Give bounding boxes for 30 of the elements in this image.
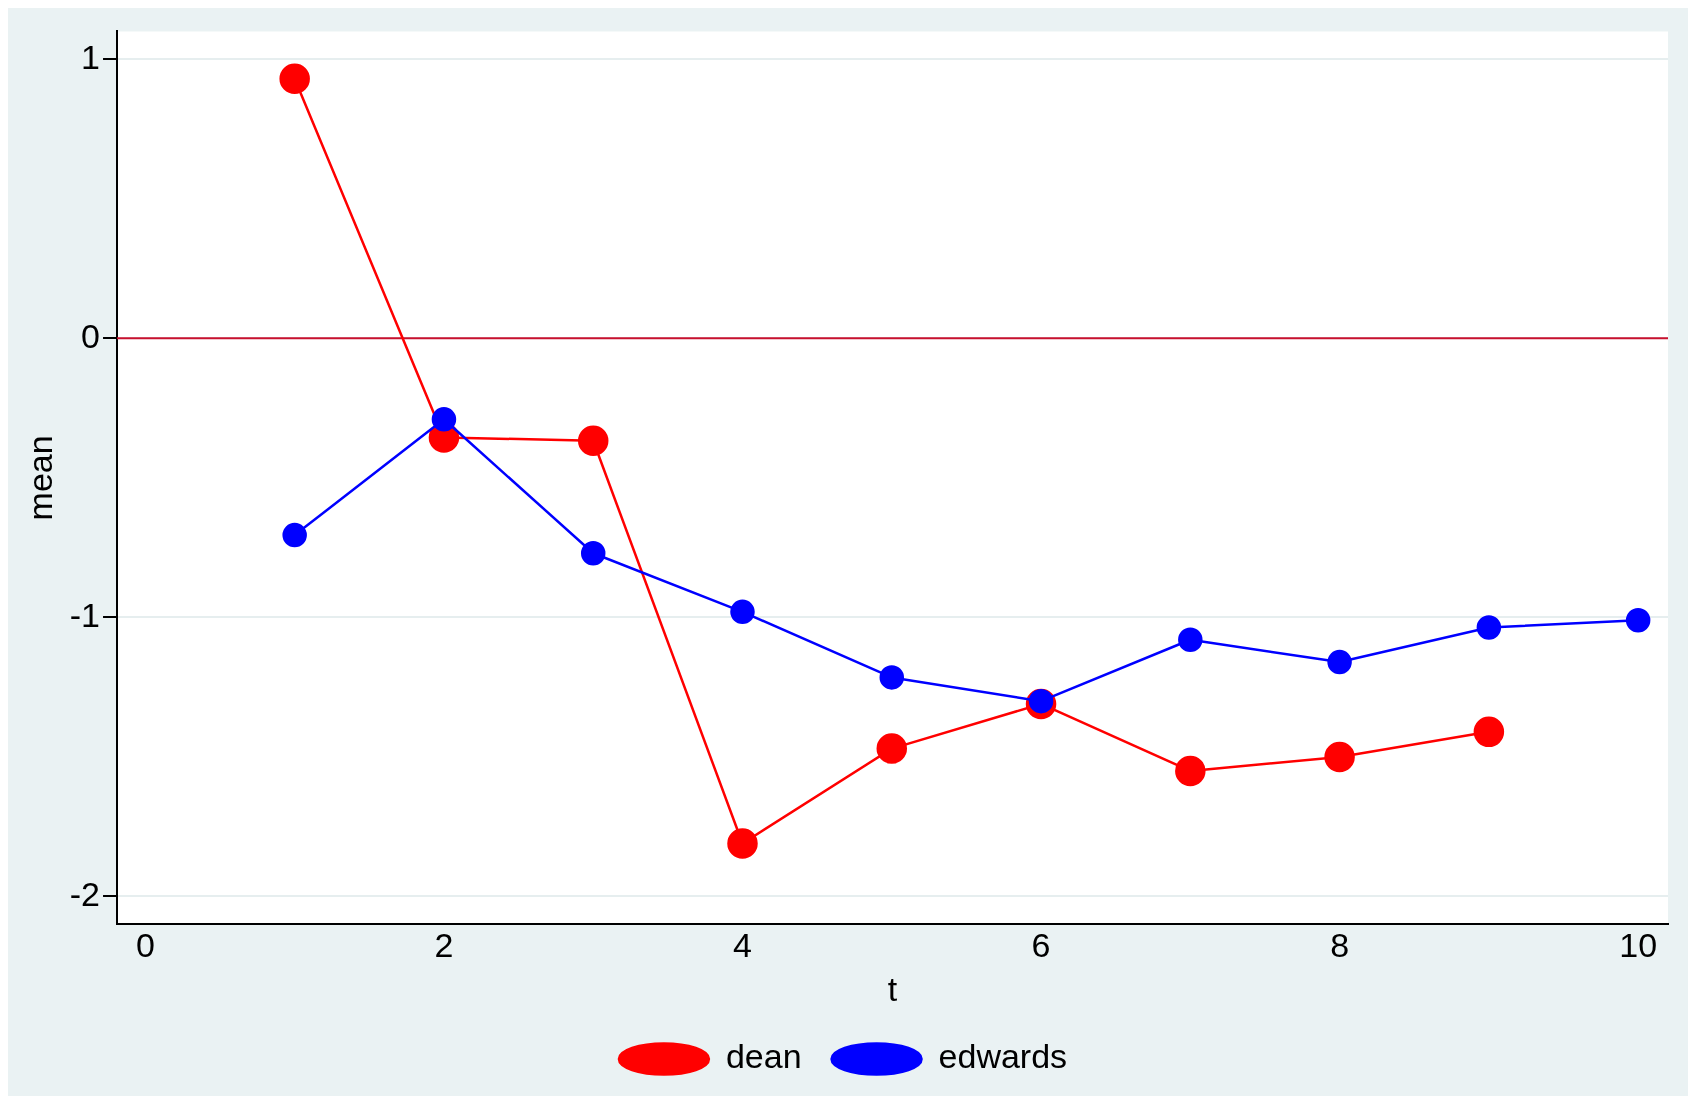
legend-label: edwards <box>938 1037 1068 1076</box>
point <box>279 63 310 95</box>
x-tick-label: 4 <box>733 926 752 965</box>
point <box>1476 615 1502 640</box>
x-tick-label: 2 <box>434 926 454 965</box>
point <box>431 407 457 432</box>
point <box>1625 607 1651 633</box>
point <box>282 522 307 548</box>
y-axis-title: mean <box>20 435 59 521</box>
x-tick-label: 8 <box>1330 926 1350 965</box>
legend-label: dean <box>725 1037 802 1076</box>
y-tick-label: 0 <box>81 316 101 355</box>
point <box>730 599 755 625</box>
y-tick-label: -2 <box>69 874 101 913</box>
point <box>727 828 758 859</box>
x-tick-label: 0 <box>135 926 155 965</box>
point <box>876 733 908 764</box>
point <box>1178 627 1203 653</box>
x-tick-label: 6 <box>1031 926 1051 965</box>
point <box>1473 716 1505 748</box>
point <box>879 665 905 690</box>
point <box>580 541 606 566</box>
x-axis-title: t <box>887 969 898 1008</box>
y-tick-label: 1 <box>81 37 101 76</box>
x-tick-label: 10 <box>1619 926 1658 965</box>
point <box>577 425 609 457</box>
point <box>1175 755 1206 787</box>
point <box>1327 649 1352 675</box>
point <box>1324 741 1355 773</box>
y-tick-label: -1 <box>69 595 101 634</box>
